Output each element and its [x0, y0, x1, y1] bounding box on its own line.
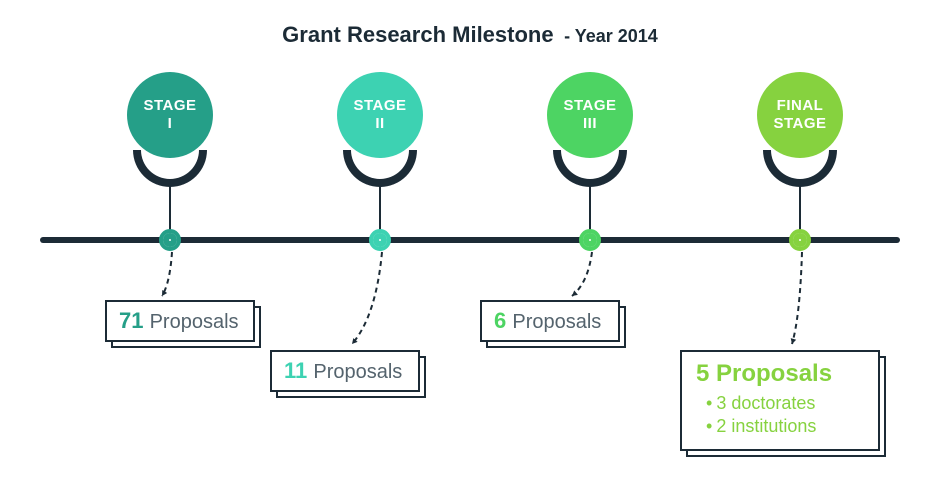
- box-front: 5 Proposals 3 doctorates2 institutions: [680, 350, 880, 451]
- final-result-box: 5 Proposals 3 doctorates2 institutions: [680, 350, 880, 451]
- final-bullet-item: 2 institutions: [706, 415, 864, 438]
- final-bullets: 3 doctorates2 institutions: [696, 392, 864, 439]
- final-headline: 5 Proposals: [696, 360, 864, 388]
- final-bullet-item: 3 doctorates: [706, 392, 864, 415]
